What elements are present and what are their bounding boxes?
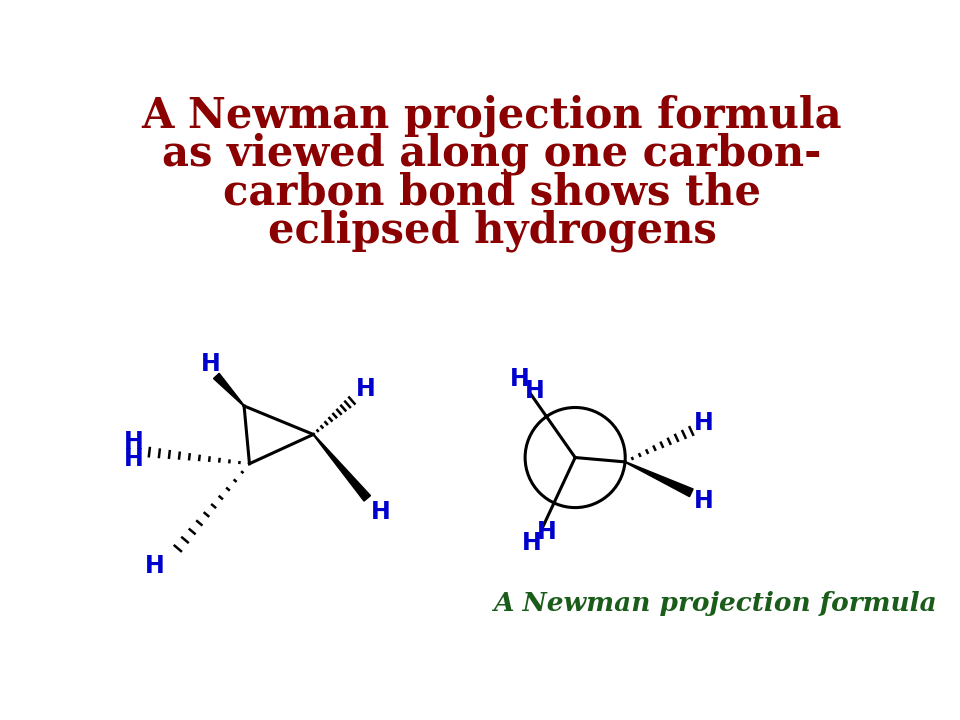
Text: H: H <box>510 367 529 391</box>
Text: H: H <box>124 447 144 471</box>
Text: H: H <box>124 430 144 454</box>
Polygon shape <box>213 373 245 406</box>
Text: carbon bond shows the: carbon bond shows the <box>223 171 761 214</box>
Polygon shape <box>313 434 371 501</box>
Text: eclipsed hydrogens: eclipsed hydrogens <box>268 210 716 253</box>
Text: H: H <box>694 488 713 513</box>
Text: H: H <box>372 500 391 524</box>
Text: as viewed along one carbon-: as viewed along one carbon- <box>162 133 822 176</box>
Text: H: H <box>356 377 375 401</box>
Text: H: H <box>522 531 541 554</box>
Text: A Newman projection formula: A Newman projection formula <box>493 591 937 616</box>
Text: H: H <box>201 351 221 376</box>
Text: H: H <box>538 520 557 544</box>
Text: H: H <box>694 411 713 436</box>
Polygon shape <box>625 462 693 497</box>
Text: H: H <box>525 379 544 402</box>
Text: A Newman projection formula: A Newman projection formula <box>142 94 842 137</box>
Text: H: H <box>145 554 164 578</box>
